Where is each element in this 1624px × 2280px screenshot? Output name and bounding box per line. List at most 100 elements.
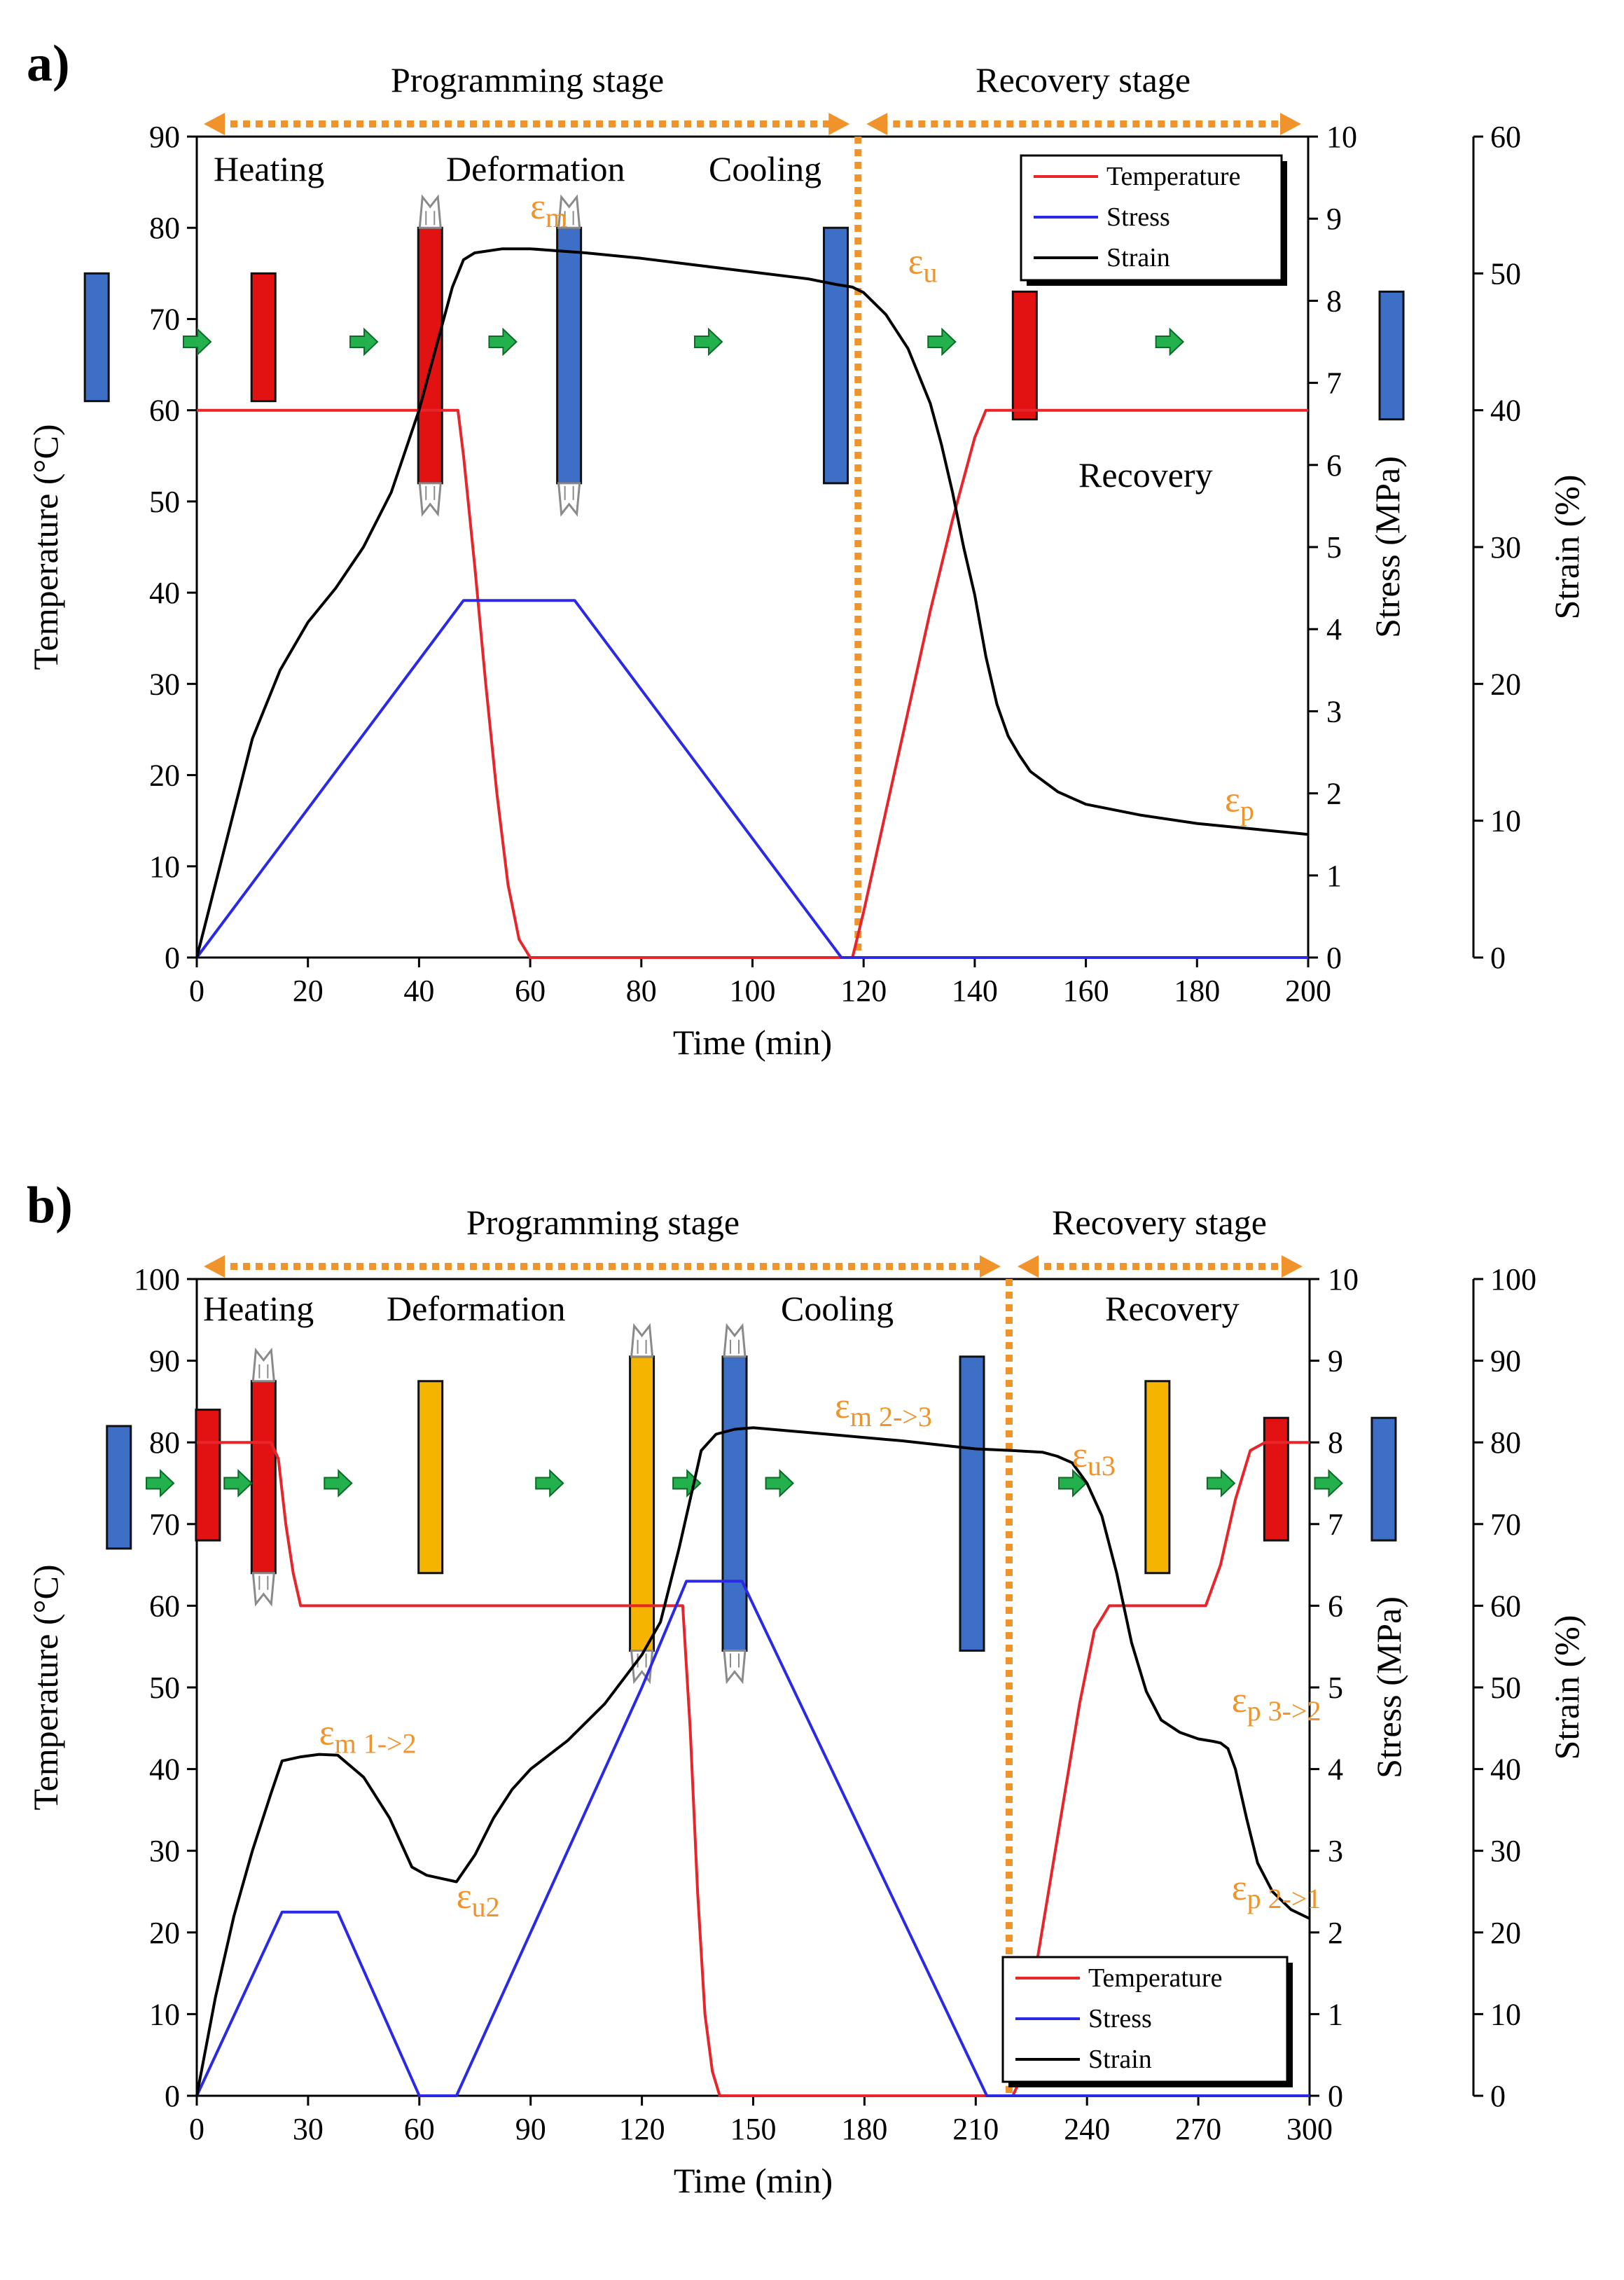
y-tick-label: 50 [149,1671,180,1705]
stage-indicator: Recovery stage [1017,1203,1303,1278]
panel-label: b) [27,1177,73,1234]
epsilon-subscript: m 1->2 [335,1728,417,1760]
legend-label: Strain [1088,2045,1152,2074]
sample-bar-red [417,226,443,485]
grip-clamp [557,482,581,517]
sample-bar-blue [556,226,583,485]
sample-specimen [417,1380,444,1575]
x-axis-title: Time (min) [674,2161,833,2200]
y-tick-label: 60 [149,1589,180,1623]
y2-tick-label: 9 [1326,202,1342,236]
y-tick-label: 40 [149,1753,180,1787]
y2-tick-label: 7 [1328,1507,1343,1542]
y-tick-label: 60 [149,394,180,428]
y2-tick-label: 10 [1328,1262,1359,1297]
y-axis-title: Temperature (°C) [26,1564,65,1810]
stage-arrowhead-right [979,1255,1001,1278]
x-tick-label: 120 [619,2112,665,2146]
process-arrow [488,327,518,357]
stage-arrowhead-left [1017,1255,1039,1278]
step-label: Heating [203,1289,314,1328]
epsilon-subscript: u3 [1088,1450,1116,1481]
sample-specimen [629,1322,655,1685]
sample-bar-red [250,272,277,403]
y2-tick-label: 1 [1326,859,1342,893]
y2-tick-label: 1 [1328,1997,1343,2031]
grip-clamp [251,1347,275,1383]
epsilon-annotation: εu [908,242,938,288]
y3-tick-label: 10 [1490,1997,1521,2031]
y2-tick-label: 8 [1328,1425,1343,1460]
y3-tick-label: 70 [1490,1507,1521,1542]
epsilon-subscript: u [924,256,938,288]
epsilon-annotation: εu3 [1072,1435,1116,1481]
stage-arrowhead-right [1280,113,1301,135]
sample-specimen [1378,290,1405,421]
epsilon-annotation: εm 1->2 [319,1713,417,1760]
step-label: Cooling [709,149,821,188]
epsilon-subscript: p 2->1 [1247,1883,1321,1914]
x-tick-label: 0 [189,2112,204,2146]
y-tick-label: 30 [149,667,180,701]
stage-arrowhead-right [1282,1255,1303,1278]
sample-bar-blue [823,226,849,485]
series-line-stress [195,599,1308,959]
y-tick-label: 100 [134,1262,180,1297]
y2-tick-label: 9 [1328,1344,1343,1379]
y3-tick-label: 20 [1490,667,1521,701]
y2-tick-label: 5 [1328,1671,1343,1705]
y2-tick-label: 2 [1328,1916,1343,1950]
panel-b: b) 0 30 60 90 120 150 180 210 240 270 300010203040… [26,1177,1586,2200]
stage-label: Programming stage [466,1203,740,1242]
process-arrow [765,1469,795,1498]
y-axis-title: Temperature (°C) [26,424,65,670]
x-tick-label: 160 [1063,974,1109,1008]
step-label: Recovery [1105,1289,1240,1328]
y-tick-label: 50 [149,485,180,519]
x-tick-label: 180 [1174,974,1220,1008]
y2-tick-label: 3 [1326,694,1342,728]
y-tick-label: 90 [149,1344,180,1379]
grip-outline [723,1650,747,1685]
y2-tick-label: 4 [1328,1753,1343,1787]
epsilon-symbol: ε [1232,1868,1247,1908]
epsilon-symbol: ε [319,1713,335,1753]
stage-indicator: Programming stage [204,1203,1001,1278]
x-tick-label: 0 [189,974,204,1008]
y3-tick-label: 30 [1490,1834,1521,1868]
grip-outline [251,1572,275,1607]
epsilon-annotation: εp [1225,780,1254,827]
legend: Temperature Stress Strain [1020,154,1287,286]
sample-specimen [823,226,849,485]
y2-tick-label: 7 [1326,366,1342,401]
legend-label: Stress [1106,202,1170,232]
epsilon-annotation: εm [530,187,567,233]
step-label: Recovery [1078,455,1213,495]
x-tick-label: 240 [1064,2112,1110,2146]
y-tick-label: 0 [165,941,180,975]
sample-specimen [195,1409,221,1542]
sample-specimen [1144,1380,1171,1575]
sample-bar-blue [106,1425,132,1550]
stage-label: Recovery stage [976,60,1191,99]
sample-bar-red [1011,290,1038,421]
y3-tick-label: 40 [1490,394,1521,428]
y2-tick-label: 10 [1326,120,1357,154]
sample-bar-blue [959,1355,985,1652]
process-arrow [535,1469,564,1498]
stage-arrowhead-left [204,1255,225,1278]
x-tick-label: 300 [1286,2112,1333,2146]
process-arrow [694,327,723,357]
epsilon-symbol: ε [835,1386,850,1426]
x-tick-label: 150 [730,2112,777,2146]
epsilon-subscript: u2 [472,1891,500,1923]
grip-clamp [251,1572,275,1607]
x-axis-title: Time (min) [673,1023,832,1062]
stage-indicator: Recovery stage [866,60,1301,135]
y-tick-label: 10 [149,1997,180,2031]
grip-outline [418,482,442,517]
y3-tick-label: 40 [1490,1753,1521,1787]
sample-specimen [250,1347,277,1607]
stage-arrowhead-left [866,113,888,135]
